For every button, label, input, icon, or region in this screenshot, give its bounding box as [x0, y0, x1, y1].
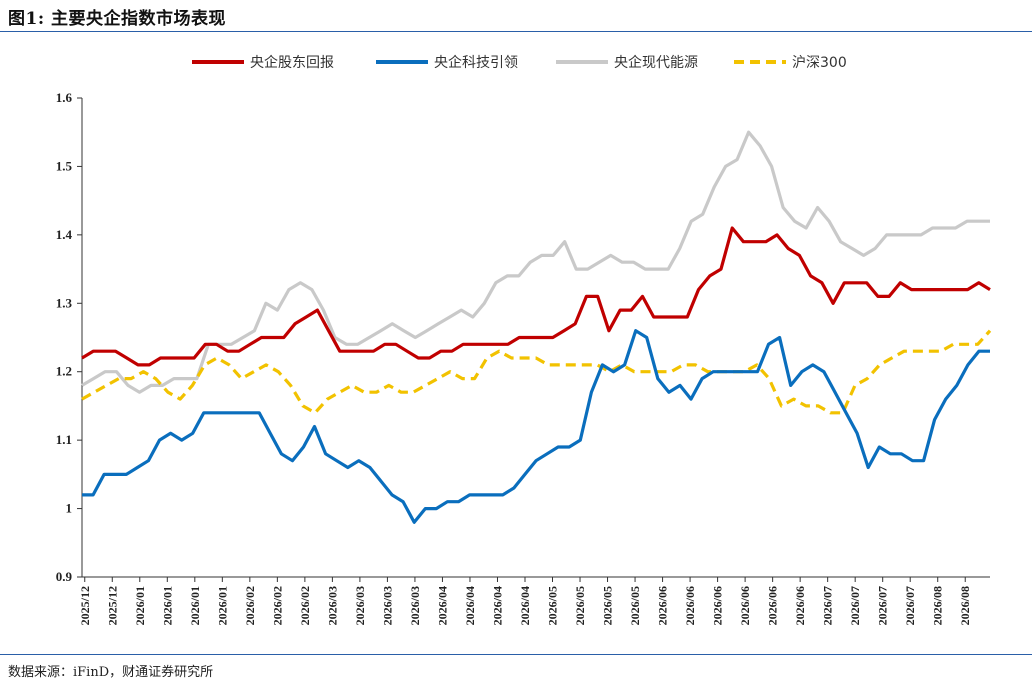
x-tick-label: 2025/12: [105, 586, 119, 625]
x-tick-label: 2026/05: [628, 586, 642, 625]
chart-series: [81, 130, 992, 524]
x-tick-label: 2026/04: [463, 586, 477, 625]
y-tick-label: 1.3: [56, 295, 73, 310]
y-tick-label: 1.2: [56, 364, 72, 379]
x-tick-label: 2026/06: [683, 586, 697, 625]
y-tick-label: 1.1: [56, 432, 72, 447]
x-tick-label: 2026/01: [160, 586, 174, 625]
figure-title: 图1: 主要央企指数市场表现: [8, 9, 227, 29]
x-tick-label: 2026/06: [656, 586, 670, 625]
x-tick-label: 2026/04: [518, 586, 532, 625]
x-tick-label: 2026/07: [821, 586, 835, 625]
x-tick-label: 2026/01: [215, 586, 229, 625]
y-tick-label: 1.6: [56, 90, 73, 105]
source-note: 数据来源：iFinD，财通证券研究所: [8, 665, 214, 680]
legend-label-0: 央企股东回报: [250, 54, 334, 71]
top-rule: [0, 31, 1032, 32]
legend-label-3: 沪深300: [792, 55, 847, 71]
x-tick-label: 2026/02: [298, 586, 312, 625]
series-line-2: [81, 130, 990, 394]
x-tick-label: 2026/01: [188, 586, 202, 625]
x-tick-label: 2026/06: [766, 586, 780, 625]
x-tick-label: 2026/07: [903, 586, 917, 625]
series-line-1: [82, 329, 990, 524]
series-line-3: [81, 329, 992, 415]
x-tick-label: 2025/12: [78, 586, 92, 625]
x-tick-label: 2026/05: [546, 586, 560, 625]
x-tick-label: 2026/06: [738, 586, 752, 625]
bottom-rule: [0, 654, 1032, 655]
y-tick-label: 0.9: [56, 569, 73, 584]
x-tick-label: 2026/06: [793, 586, 807, 625]
x-tick-label: 2026/06: [711, 586, 725, 625]
y-tick-label: 1: [66, 501, 73, 516]
chart-legend: 央企股东回报 央企科技引领 央企现代能源 沪深300: [192, 54, 847, 71]
x-tick-label: 2026/02: [243, 586, 257, 625]
y-tick-label: 1.4: [56, 227, 73, 242]
x-tick-label: 2026/03: [353, 586, 367, 625]
x-tick-label: 2026/03: [408, 586, 422, 625]
x-tick-label: 2026/08: [958, 586, 972, 625]
x-tick-label: 2026/07: [848, 586, 862, 625]
x-tick-label: 2026/08: [931, 586, 945, 625]
series-line-0: [81, 226, 991, 367]
x-tick-label: 2026/02: [270, 586, 284, 625]
x-tick-label: 2026/04: [435, 586, 449, 625]
x-tick-label: 2026/05: [573, 586, 587, 625]
y-tick-label: 1.5: [56, 158, 73, 173]
x-tick-label: 2026/05: [601, 586, 615, 625]
x-tick-label: 2026/03: [325, 586, 339, 625]
chart-axes: 0.9 1 1.1 1.2 1.3 1.4 1.5 1.6 2025/12 2025/12 2026…: [56, 90, 990, 625]
legend-label-2: 央企现代能源: [614, 54, 698, 71]
x-tick-label: 2026/07: [876, 586, 890, 625]
legend-label-1: 央企科技引领: [434, 54, 518, 71]
x-tick-label: 2026/04: [490, 586, 504, 625]
x-tick-label: 2026/03: [380, 586, 394, 625]
x-tick-label: 2026/01: [133, 586, 147, 625]
